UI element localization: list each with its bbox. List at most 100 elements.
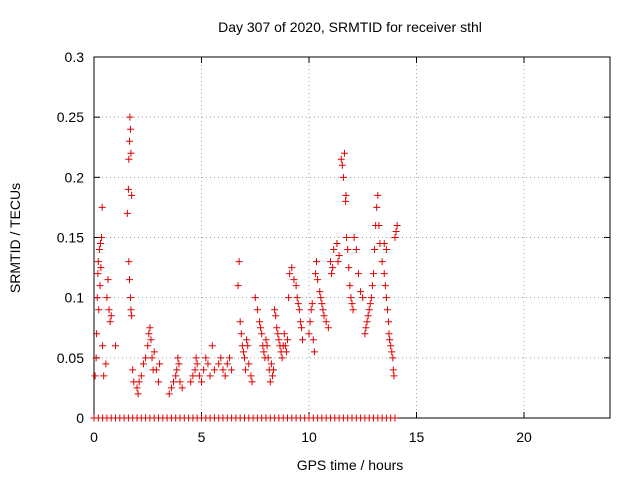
data-point <box>142 354 150 362</box>
data-point <box>103 294 111 302</box>
data-point <box>322 318 330 326</box>
data-point <box>98 234 106 241</box>
data-point <box>342 197 350 205</box>
data-point <box>91 372 99 380</box>
data-point <box>263 342 271 350</box>
y-tick-label: 0 <box>76 410 84 426</box>
data-point <box>362 324 370 332</box>
data-point <box>235 258 243 266</box>
data-point <box>299 336 307 344</box>
data-point <box>305 330 313 338</box>
data-point <box>127 294 135 302</box>
data-point <box>105 306 113 314</box>
data-point <box>239 348 247 356</box>
data-point <box>134 390 142 398</box>
data-point <box>126 113 134 121</box>
data-point <box>354 270 362 278</box>
data-point <box>310 348 318 356</box>
data-point <box>202 354 210 362</box>
y-tick-label: 0.15 <box>57 230 84 246</box>
data-point <box>242 366 250 374</box>
data-point <box>330 246 338 254</box>
data-point <box>313 258 321 266</box>
data-point <box>352 246 360 254</box>
data-point <box>200 366 208 374</box>
data-point <box>104 276 112 284</box>
data-point <box>339 173 347 181</box>
data-point <box>112 342 119 350</box>
data-point <box>148 354 156 362</box>
data-point <box>94 258 102 266</box>
data-point <box>382 294 390 302</box>
data-point <box>320 312 328 320</box>
y-axis-label: SRMTID / TECUs <box>7 183 23 293</box>
data-point <box>127 306 135 314</box>
data-point <box>329 264 337 272</box>
data-point <box>270 366 278 374</box>
data-point <box>383 306 391 314</box>
data-point <box>93 330 101 338</box>
data-point <box>237 330 245 338</box>
data-point <box>375 221 383 229</box>
data-point <box>125 276 133 284</box>
data-point <box>318 300 326 308</box>
data-point <box>334 258 342 266</box>
data-point <box>294 300 302 308</box>
data-point <box>275 336 283 344</box>
data-point <box>137 372 145 380</box>
data-point <box>257 324 265 332</box>
data-point <box>107 312 115 320</box>
data-point <box>268 372 276 380</box>
data-point <box>282 348 290 356</box>
data-point <box>256 318 264 326</box>
data-point <box>204 360 212 368</box>
data-point <box>365 306 373 314</box>
data-point <box>393 221 401 229</box>
data-point <box>386 336 394 344</box>
data-point <box>208 342 216 350</box>
data-point <box>307 306 315 314</box>
data-point <box>368 282 376 290</box>
y-tick-label: 0.2 <box>65 169 85 185</box>
data-point <box>271 306 279 314</box>
data-point <box>225 354 233 362</box>
data-point <box>125 137 133 145</box>
y-tick-label: 0.3 <box>65 49 85 65</box>
x-tick-label: 20 <box>516 429 532 445</box>
data-point <box>175 360 183 368</box>
data-point <box>223 360 231 368</box>
data-point <box>147 336 155 344</box>
data-point <box>189 372 197 380</box>
data-point <box>337 155 345 163</box>
data-point <box>367 294 375 302</box>
data-point <box>243 336 251 344</box>
data-point <box>327 258 334 266</box>
data-point <box>144 342 152 350</box>
data-point <box>278 354 286 362</box>
data-point <box>102 360 110 368</box>
data-point <box>314 276 322 284</box>
data-point <box>135 378 143 386</box>
data-point <box>390 372 398 380</box>
data-point <box>366 300 374 308</box>
data-point <box>286 270 294 278</box>
data-point <box>129 366 137 374</box>
axis-ticks: 0 5 10 15 20 0 0.05 0.1 0.15 0.2 0.25 0.3 <box>57 49 610 445</box>
data-point <box>195 372 203 380</box>
data-point <box>280 330 288 338</box>
data-point <box>272 312 280 320</box>
data-point <box>391 414 399 422</box>
data-point <box>389 354 397 362</box>
data-point <box>359 294 367 302</box>
data-point <box>191 366 199 374</box>
data-point <box>94 270 102 278</box>
data-point <box>262 336 270 344</box>
data-point <box>100 372 108 380</box>
data-point <box>385 318 393 326</box>
data-point <box>244 342 252 350</box>
data-point <box>380 270 388 278</box>
data-point <box>338 161 346 169</box>
data-point <box>346 282 354 290</box>
data-point <box>328 270 336 278</box>
